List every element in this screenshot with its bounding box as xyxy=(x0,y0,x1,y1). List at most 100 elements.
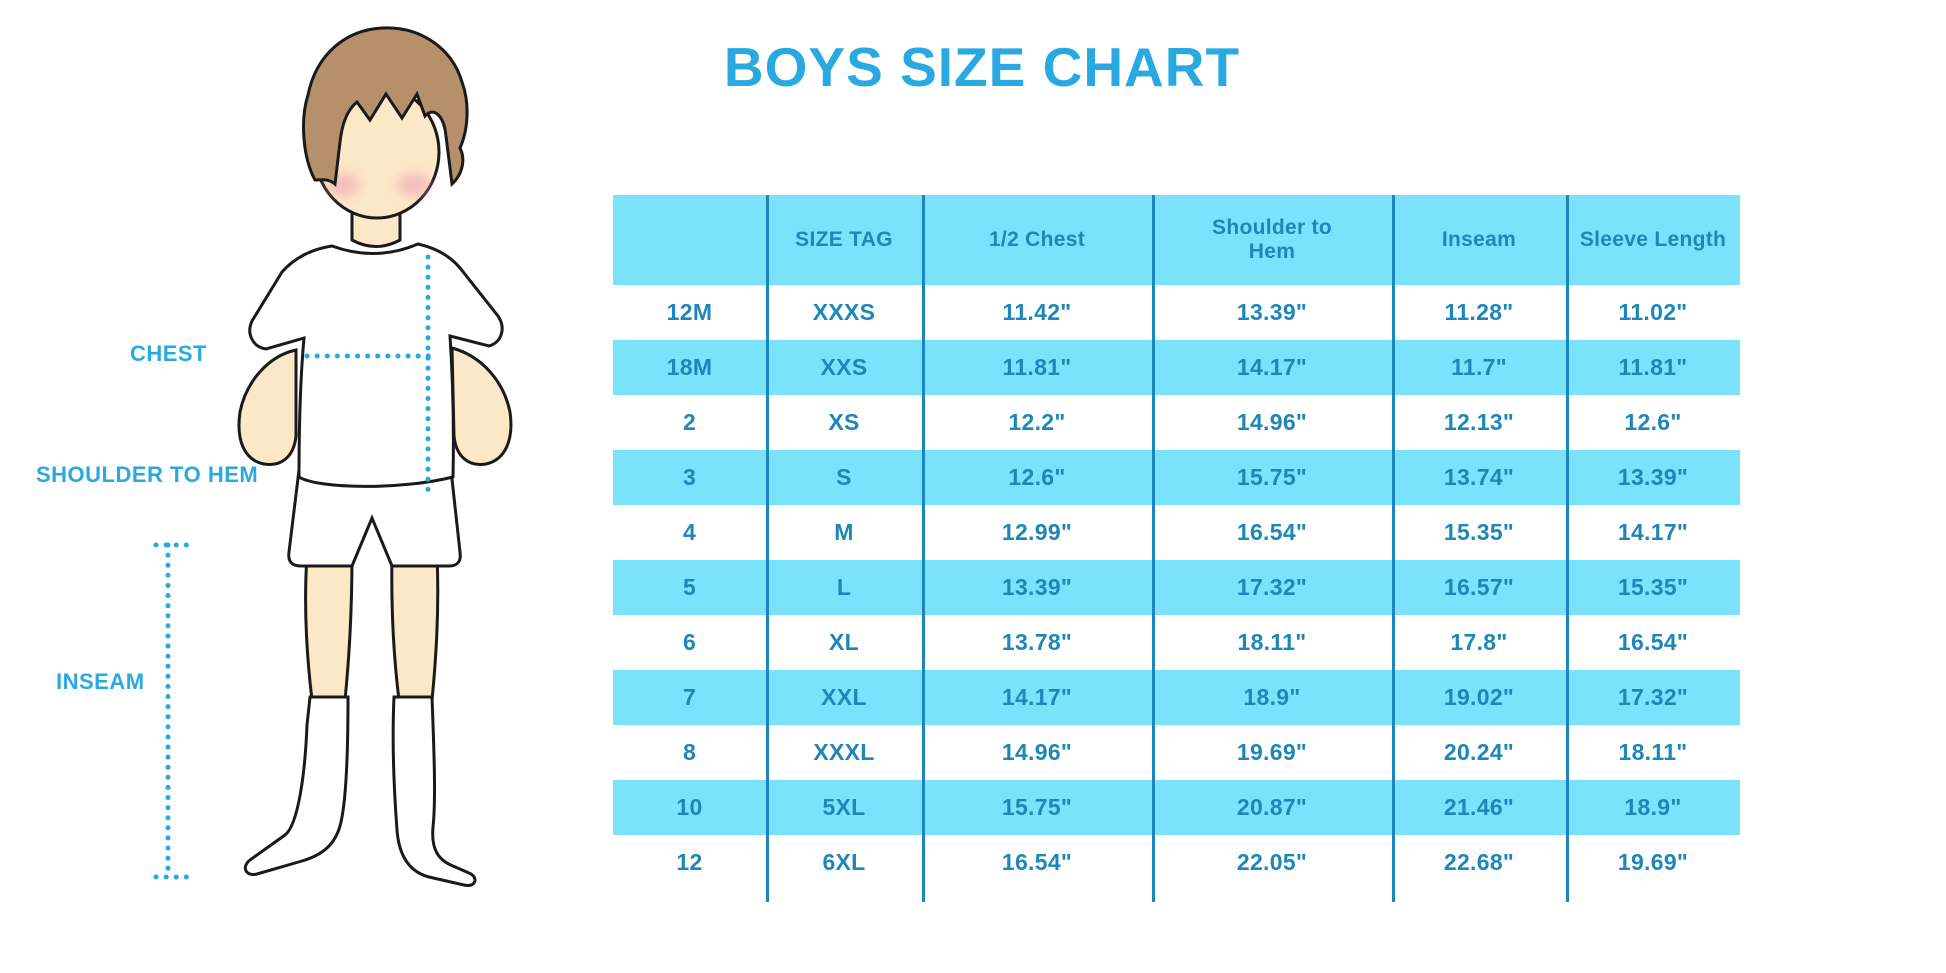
table-row: 4 M 12.99" 16.54" 15.35" 14.17" xyxy=(613,505,1740,560)
column-header: Sleeve Length xyxy=(1579,227,1727,251)
measurement-cell: 5XL xyxy=(822,794,866,820)
measurement-cell: 11.28" xyxy=(1444,299,1514,325)
chest-label: CHEST xyxy=(129,341,207,366)
measurement-cell: 19.69" xyxy=(1617,849,1689,875)
size-cell: 2 xyxy=(682,409,697,435)
measurement-cell: 12.6" xyxy=(1008,464,1066,490)
measurement-cell: 14.96" xyxy=(1001,739,1073,765)
measurement-cell: XXS xyxy=(820,354,868,380)
measurement-cell: 16.57" xyxy=(1443,574,1515,600)
table-row: 5 L 13.39" 17.32" 16.57" 15.35" xyxy=(613,560,1740,615)
inseam-label: INSEAM xyxy=(56,669,145,694)
measurement-cell: 12.2" xyxy=(1008,409,1066,435)
measurement-cell: 11.81" xyxy=(1002,354,1072,380)
boy-illustration xyxy=(153,26,513,887)
measurement-cell: 11.7" xyxy=(1451,354,1507,380)
measurement-cell: 14.17" xyxy=(1617,519,1689,545)
column-header: Shoulder to Hem xyxy=(1212,215,1332,263)
size-cell: 5 xyxy=(682,574,697,600)
boy-shorts xyxy=(287,468,462,568)
column-header: Inseam xyxy=(1441,227,1517,251)
measurement-cell: XXXL xyxy=(813,739,875,765)
size-cell: 3 xyxy=(682,464,697,490)
boy-left-arm xyxy=(237,348,298,466)
measurement-cell: 19.02" xyxy=(1443,684,1515,710)
measurement-cell: 14.17" xyxy=(1236,354,1308,380)
measurement-cell: 11.81" xyxy=(1618,354,1688,380)
measurement-cell: 18.11" xyxy=(1618,739,1688,765)
boy-right-sock xyxy=(391,695,477,887)
table-body: 12M XXXS 11.42" 13.39" 11.28" 11.02" 18M XXS 11.… xyxy=(613,285,1740,890)
measurement-cell: XL xyxy=(829,629,859,655)
measurement-cell: 6XL xyxy=(822,849,866,875)
column-header xyxy=(613,195,766,285)
size-cell: 6 xyxy=(682,629,697,655)
table-row: 6 XL 13.78" 18.11" 17.8" 16.54" xyxy=(613,615,1740,670)
column-divider xyxy=(766,195,769,902)
size-cell: 7 xyxy=(682,684,697,710)
measurement-cell: 11.02" xyxy=(1618,299,1688,325)
column-divider xyxy=(1152,195,1155,902)
measurement-cell: 18.11" xyxy=(1237,629,1307,655)
shoulder-to-hem-label: SHOULDER TO HEM xyxy=(36,462,259,487)
measurement-cell: 17.8" xyxy=(1450,629,1508,655)
size-cell: 8 xyxy=(682,739,697,765)
boy-left-sock xyxy=(243,695,350,877)
measurement-cell: 12.99" xyxy=(1001,519,1073,545)
size-cell: 12 xyxy=(676,849,703,875)
measurement-cell: 15.75" xyxy=(1236,464,1308,490)
measurement-cell: 21.46" xyxy=(1443,794,1515,820)
measurement-cell: 15.75" xyxy=(1001,794,1073,820)
measurement-cell: 13.39" xyxy=(1001,574,1073,600)
measurement-cell: 16.54" xyxy=(1001,849,1073,875)
table-row: 12M XXXS 11.42" 13.39" 11.28" 11.02" xyxy=(613,285,1740,340)
measurement-cell: 18.9" xyxy=(1624,794,1682,820)
size-cell: 4 xyxy=(682,519,697,545)
table-row: 3 S 12.6" 15.75" 13.74" 13.39" xyxy=(613,450,1740,505)
measurement-cell: L xyxy=(836,574,852,600)
measurement-cell: 16.54" xyxy=(1617,629,1689,655)
column-divider xyxy=(1392,195,1395,902)
measurement-cell: 13.39" xyxy=(1617,464,1689,490)
table-header-row: SIZE TAG 1/2 Chest Shoulder to Hem Inseam Sl… xyxy=(613,195,1740,285)
page-title: BOYS SIZE CHART xyxy=(723,36,1241,98)
measurement-cell: 22.05" xyxy=(1236,849,1308,875)
table-row: 12 6XL 16.54" 22.05" 22.68" 19.69" xyxy=(613,835,1740,890)
measurement-cell: 13.39" xyxy=(1236,299,1308,325)
measurement-cell: 17.32" xyxy=(1236,574,1308,600)
size-cell: 18M xyxy=(666,354,713,380)
measurement-cell: 22.68" xyxy=(1443,849,1515,875)
table-row: 7 XXL 14.17" 18.9" 19.02" 17.32" xyxy=(613,670,1740,725)
measurement-cell: 12.13" xyxy=(1443,409,1515,435)
measurement-cell: XXL xyxy=(821,684,867,710)
boy-left-leg xyxy=(304,553,354,702)
measurement-cell: 20.24" xyxy=(1443,739,1515,765)
measurement-cell: XS xyxy=(828,409,860,435)
measurement-cell: 12.6" xyxy=(1624,409,1682,435)
measurement-cell: 13.74" xyxy=(1443,464,1515,490)
measurement-cell: 17.32" xyxy=(1617,684,1689,710)
size-cell: 12M xyxy=(666,299,713,325)
measurement-cell: 20.87" xyxy=(1236,794,1308,820)
measurement-cell: 14.96" xyxy=(1236,409,1308,435)
column-header: 1/2 Chest xyxy=(988,227,1086,251)
measurement-cell: 11.42" xyxy=(1002,299,1072,325)
measurement-cell: 15.35" xyxy=(1617,574,1689,600)
measurement-cell: M xyxy=(834,519,854,545)
measurement-cell: 14.17" xyxy=(1001,684,1073,710)
column-divider xyxy=(1566,195,1569,902)
measurement-cell: 18.9" xyxy=(1243,684,1301,710)
boy-right-leg xyxy=(390,553,440,702)
boy-right-arm xyxy=(450,346,513,466)
column-header: SIZE TAG xyxy=(795,227,893,251)
size-cell: 10 xyxy=(676,794,703,820)
measurement-cell: 16.54" xyxy=(1236,519,1308,545)
measurement-cell: S xyxy=(836,464,852,490)
measurement-cell: 19.69" xyxy=(1236,739,1308,765)
boy-shirt xyxy=(248,242,504,488)
size-chart-table: SIZE TAG 1/2 Chest Shoulder to Hem Inseam Sl… xyxy=(613,195,1740,902)
column-divider xyxy=(922,195,925,902)
boy-cheek-right xyxy=(397,173,431,197)
boy-hair xyxy=(302,26,469,188)
